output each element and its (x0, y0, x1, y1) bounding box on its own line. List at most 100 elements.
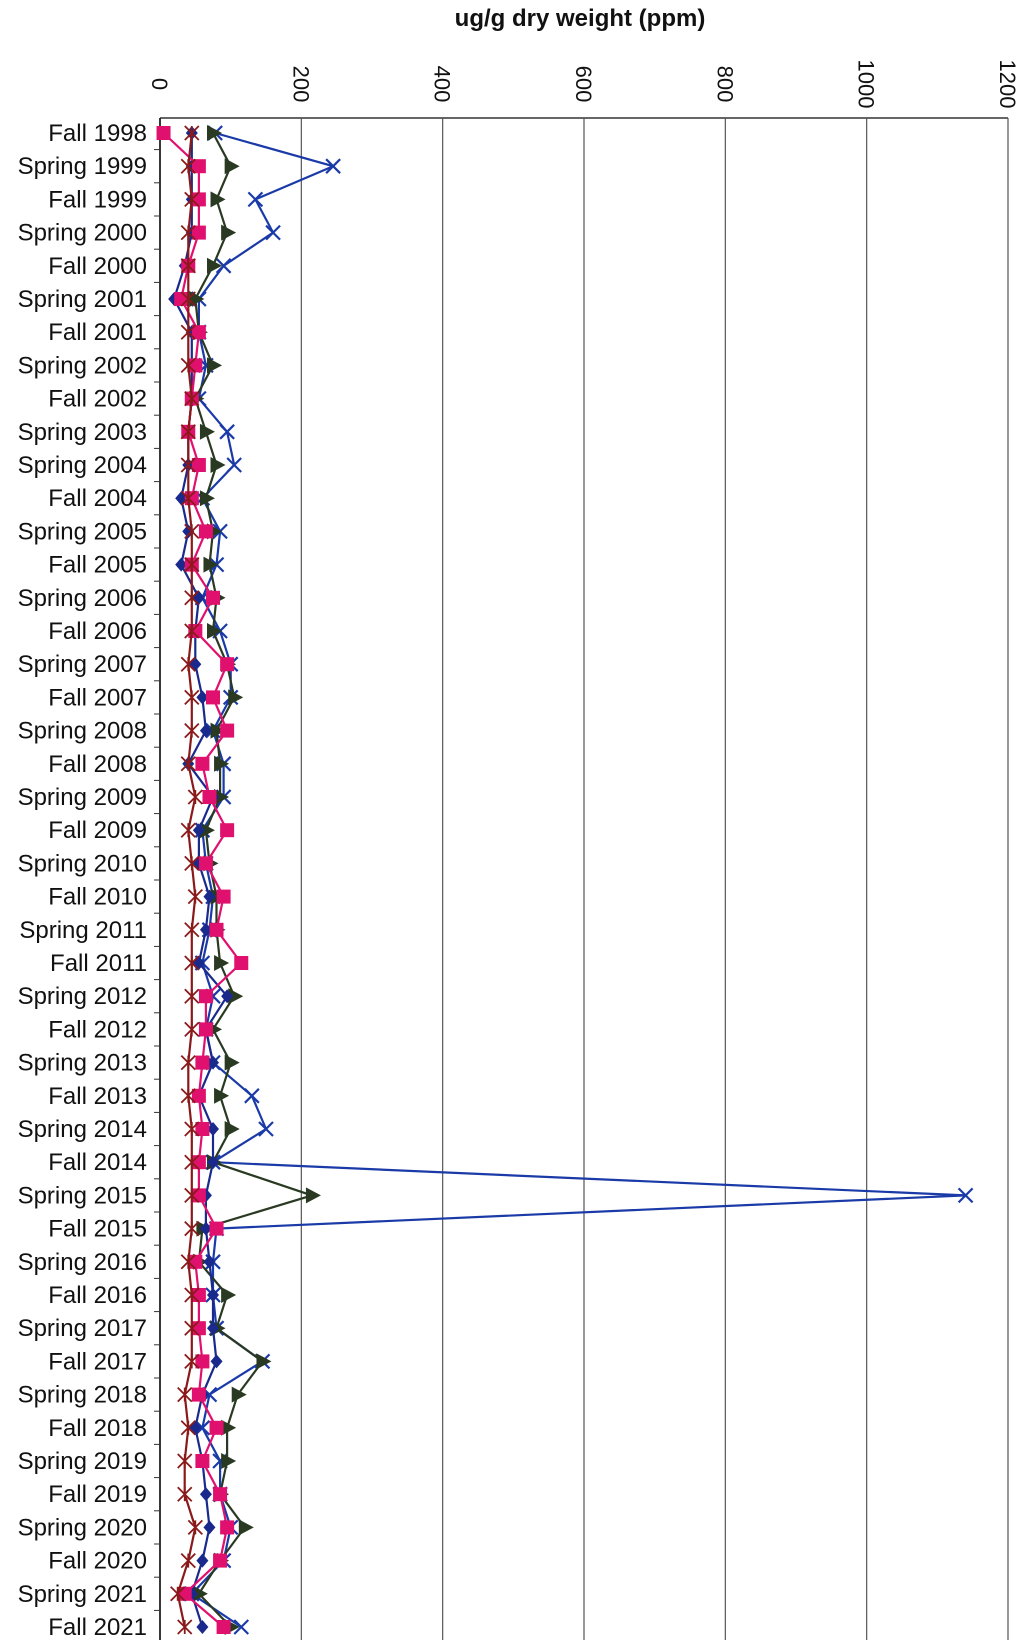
data-point (244, 1088, 260, 1104)
data-point (192, 823, 205, 838)
data-point (221, 1419, 237, 1436)
data-point (209, 1420, 224, 1435)
category-label: Fall 2011 (50, 950, 147, 977)
data-point (177, 1453, 193, 1469)
data-point (220, 1520, 235, 1535)
category-label: Fall 2015 (48, 1216, 147, 1243)
series-x (184, 125, 974, 1635)
data-point (184, 1121, 200, 1137)
data-point (258, 1121, 274, 1137)
data-point (180, 357, 196, 374)
category-label: Fall 2013 (48, 1083, 147, 1110)
data-point (203, 889, 216, 904)
data-point (210, 722, 226, 739)
data-point (184, 1320, 200, 1336)
data-point (175, 557, 188, 572)
data-point (191, 1387, 206, 1402)
grid-lines (159, 117, 1009, 1640)
category-label: Fall 2019 (48, 1481, 147, 1508)
data-point (209, 922, 224, 937)
data-point (180, 1420, 196, 1436)
data-point (209, 1221, 224, 1236)
data-point (207, 125, 222, 141)
data-point (184, 590, 200, 606)
category-label: Fall 2014 (48, 1149, 147, 1176)
category-label: Spring 2012 (18, 983, 147, 1010)
data-point (220, 657, 235, 672)
data-point (180, 258, 196, 274)
series-line (176, 132, 197, 1628)
data-point (177, 1486, 193, 1502)
x-axis-ticks: 0 200 400 600 800 1000 1200 (147, 60, 1020, 109)
data-point (198, 989, 213, 1004)
x-tick-label: 0 (147, 78, 172, 90)
data-point (199, 922, 212, 937)
category-label: Spring 2014 (18, 1116, 147, 1143)
data-point (180, 1088, 196, 1104)
data-point (191, 1321, 206, 1336)
data-point (180, 291, 196, 307)
data-point (195, 1354, 210, 1369)
data-point (184, 1287, 200, 1303)
data-point (191, 159, 206, 174)
data-point (210, 1354, 223, 1369)
data-point (184, 556, 200, 573)
data-point (187, 789, 203, 805)
data-point (184, 722, 200, 739)
data-point (191, 458, 206, 472)
data-point (202, 790, 217, 804)
data-point (184, 523, 200, 540)
data-point (198, 1022, 213, 1037)
category-label: Fall 2008 (48, 751, 147, 778)
category-label: Fall 2018 (48, 1415, 147, 1442)
data-point (228, 988, 244, 1005)
data-point (192, 590, 205, 605)
data-point (170, 1586, 186, 1602)
data-point (210, 457, 226, 473)
data-point (256, 1353, 272, 1370)
category-label: Fall 1999 (48, 186, 147, 213)
data-point (184, 390, 200, 407)
category-label: Spring 2011 (19, 917, 147, 944)
data-point (214, 789, 230, 805)
data-point (191, 1155, 206, 1170)
data-point (221, 224, 237, 241)
data-point (214, 755, 230, 772)
x-tick-label: 600 (571, 66, 596, 103)
x-tick-label: 400 (430, 66, 455, 103)
category-label: Fall 2009 (48, 817, 147, 844)
data-point (156, 126, 171, 140)
data-point (207, 1122, 219, 1136)
data-point (213, 1553, 228, 1568)
data-point (180, 1254, 196, 1270)
data-point (180, 324, 196, 340)
category-label: Spring 2010 (18, 850, 147, 877)
data-point (184, 922, 200, 938)
data-point (198, 856, 213, 871)
data-point (207, 357, 222, 374)
data-point (207, 1288, 219, 1302)
category-label: Spring 2013 (18, 1050, 147, 1077)
data-point (199, 423, 215, 440)
category-label: Fall 2021 (48, 1614, 147, 1640)
data-point (214, 1087, 230, 1104)
data-point (228, 689, 244, 706)
data-point (177, 1619, 193, 1635)
data-point (180, 756, 196, 772)
data-point (188, 358, 203, 373)
category-label: Fall 2007 (48, 684, 147, 711)
data-point (196, 1553, 209, 1568)
data-point (234, 956, 249, 970)
category-label: Spring 2009 (18, 784, 147, 811)
category-label: Spring 2007 (18, 651, 147, 678)
category-label: Fall 2005 (48, 552, 147, 579)
data-point (180, 656, 196, 672)
data-point (199, 723, 212, 738)
data-point (180, 158, 196, 174)
data-point (184, 1154, 200, 1170)
data-point (191, 325, 206, 340)
data-point (184, 125, 200, 141)
data-point (187, 1519, 203, 1536)
category-labels: Fall 1998 Spring 1999 Fall 1999 Spring 2000… (18, 120, 160, 1640)
data-point (206, 590, 220, 605)
